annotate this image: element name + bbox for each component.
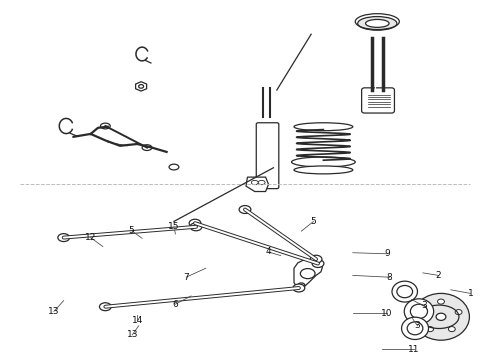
Ellipse shape — [139, 85, 144, 88]
Ellipse shape — [258, 180, 265, 185]
Text: 9: 9 — [384, 249, 390, 258]
Text: 5: 5 — [311, 217, 317, 226]
Text: 10: 10 — [381, 309, 393, 318]
Ellipse shape — [99, 303, 111, 311]
Text: 12: 12 — [85, 233, 97, 242]
Ellipse shape — [455, 310, 462, 315]
Text: 8: 8 — [387, 273, 392, 282]
Ellipse shape — [413, 293, 469, 340]
Ellipse shape — [411, 304, 428, 319]
Text: 6: 6 — [172, 300, 178, 309]
Text: 7: 7 — [183, 273, 189, 282]
Text: 11: 11 — [408, 345, 420, 354]
Ellipse shape — [189, 219, 201, 227]
Ellipse shape — [300, 269, 315, 279]
Polygon shape — [294, 260, 322, 288]
Ellipse shape — [438, 299, 444, 304]
FancyBboxPatch shape — [362, 88, 394, 113]
Ellipse shape — [448, 327, 455, 332]
Text: 2: 2 — [436, 271, 441, 280]
Text: 14: 14 — [131, 316, 143, 325]
Text: 13: 13 — [126, 330, 138, 339]
Ellipse shape — [436, 313, 446, 320]
Ellipse shape — [298, 283, 305, 287]
Ellipse shape — [315, 261, 321, 266]
Ellipse shape — [358, 17, 397, 30]
Ellipse shape — [420, 310, 427, 315]
Text: 1: 1 — [467, 289, 473, 298]
Ellipse shape — [100, 123, 110, 129]
Ellipse shape — [292, 157, 355, 167]
Text: 15: 15 — [168, 222, 180, 231]
Ellipse shape — [294, 166, 353, 174]
Polygon shape — [246, 177, 269, 192]
Text: 3: 3 — [421, 302, 427, 310]
Text: 13: 13 — [48, 307, 60, 316]
Ellipse shape — [310, 255, 322, 263]
Text: 5: 5 — [128, 226, 134, 235]
Ellipse shape — [397, 285, 413, 298]
Ellipse shape — [239, 206, 251, 213]
Ellipse shape — [293, 284, 305, 292]
Text: 3: 3 — [415, 321, 420, 330]
Ellipse shape — [427, 327, 434, 332]
FancyBboxPatch shape — [256, 123, 279, 189]
Ellipse shape — [251, 180, 258, 185]
Ellipse shape — [407, 322, 423, 335]
Ellipse shape — [404, 299, 434, 324]
Ellipse shape — [190, 223, 202, 231]
Ellipse shape — [294, 123, 353, 131]
Ellipse shape — [58, 234, 70, 242]
Ellipse shape — [401, 317, 428, 339]
Ellipse shape — [312, 260, 324, 267]
Polygon shape — [136, 82, 147, 91]
Ellipse shape — [169, 164, 179, 170]
Text: 4: 4 — [266, 248, 271, 256]
Ellipse shape — [392, 281, 417, 302]
Ellipse shape — [142, 145, 152, 150]
Ellipse shape — [366, 19, 389, 27]
